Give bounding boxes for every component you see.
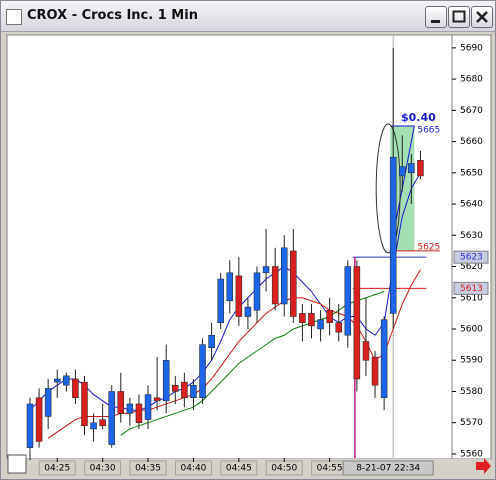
candle-body	[217, 278, 224, 323]
candle-body	[353, 266, 361, 380]
window-icon	[6, 9, 22, 25]
scroll-arrow[interactable]	[476, 458, 491, 474]
candle-body	[63, 375, 70, 386]
candle-body	[208, 334, 215, 348]
candle-body	[408, 163, 415, 174]
candle-body	[226, 272, 234, 302]
candle-body	[99, 419, 106, 427]
price-marker-box	[453, 281, 489, 295]
x-tick-label: 04:40	[180, 464, 206, 474]
candle-body	[262, 266, 270, 274]
candle-body	[181, 381, 188, 398]
candle-body	[417, 160, 424, 177]
candle-body	[135, 403, 143, 423]
candle-body	[35, 397, 43, 442]
candle-body	[172, 384, 179, 392]
x-tick-label: 04:30	[90, 464, 116, 474]
candle-body	[44, 388, 52, 417]
close-icon	[476, 11, 488, 23]
annotation-ellipse	[375, 123, 401, 254]
candle-body	[90, 422, 97, 430]
x-tick-label: 04:35	[135, 464, 161, 474]
moving-average-line	[120, 291, 385, 436]
candle-body	[389, 156, 397, 314]
candle-body	[399, 166, 406, 177]
y-tick-label: 5660	[460, 137, 483, 147]
y-tick-label: 5580	[460, 387, 483, 397]
maximize-button[interactable]	[448, 6, 470, 28]
candle-body	[362, 341, 370, 361]
candle-body	[371, 356, 379, 386]
x-tick-label: 04:45	[226, 464, 252, 474]
measure-from-label: 5625	[417, 242, 440, 252]
candle-body	[144, 394, 152, 420]
candle-body	[253, 272, 261, 311]
y-tick-label: 5630	[460, 231, 483, 241]
candle-body	[53, 378, 61, 383]
y-tick-label: 5640	[460, 200, 483, 210]
y-tick-label: 5600	[460, 324, 483, 334]
candle-body	[290, 250, 297, 317]
y-tick-label: 5570	[460, 418, 483, 428]
candle-body	[117, 391, 125, 414]
y-tick-label: 5620	[460, 262, 483, 272]
title-bar: CROX - Crocs Inc. 1 Min	[1, 1, 495, 32]
candle-body	[235, 275, 243, 317]
y-tick-label: 5590	[460, 356, 483, 366]
candle-body	[280, 247, 288, 305]
y-tick-label: 5560	[460, 449, 483, 459]
candle-body	[153, 397, 161, 402]
y-tick-label: 5680	[460, 75, 483, 85]
candle-body	[317, 319, 324, 330]
x-tick-label: 04:50	[271, 464, 297, 474]
candle-body	[81, 381, 88, 427]
cursor-label-box	[342, 460, 434, 476]
y-tick-label: 5650	[460, 168, 483, 178]
y-tick-label: 5670	[460, 106, 483, 116]
candle-body	[299, 313, 306, 323]
candle-body	[26, 403, 34, 448]
candle-body	[271, 266, 279, 305]
candle-body	[72, 378, 79, 398]
candle-body	[199, 344, 206, 398]
candle-body	[162, 359, 170, 402]
measure-to-label: 5665	[417, 125, 440, 135]
maximize-icon	[452, 10, 466, 23]
window-title: CROX - Crocs Inc. 1 Min	[27, 8, 198, 23]
y-tick-label: 5690	[460, 43, 483, 53]
price-marker-label: 5623	[460, 253, 483, 263]
close-button[interactable]	[471, 6, 493, 28]
candle-body	[108, 391, 115, 445]
candle-body	[190, 384, 197, 398]
minimize-icon	[431, 20, 440, 23]
x-tick-label: 04:25	[44, 464, 70, 474]
candle-body	[244, 306, 252, 317]
price-marker-box	[453, 250, 489, 264]
cursor-label: 8-21-07 22:34	[356, 464, 420, 474]
measure-label: $0.40	[401, 111, 436, 124]
candle-body	[308, 313, 315, 327]
candle-body	[380, 319, 388, 398]
candle-body	[326, 310, 333, 323]
minimize-button[interactable]	[425, 6, 447, 28]
candle-body	[344, 266, 352, 336]
y-tick-label: 5610	[460, 293, 483, 303]
price-marker-label: 5613	[460, 284, 483, 294]
candle-body	[335, 322, 342, 333]
corner-box[interactable]	[7, 454, 27, 474]
x-tick-label: 04:55	[317, 464, 343, 474]
candle-body	[126, 403, 134, 414]
